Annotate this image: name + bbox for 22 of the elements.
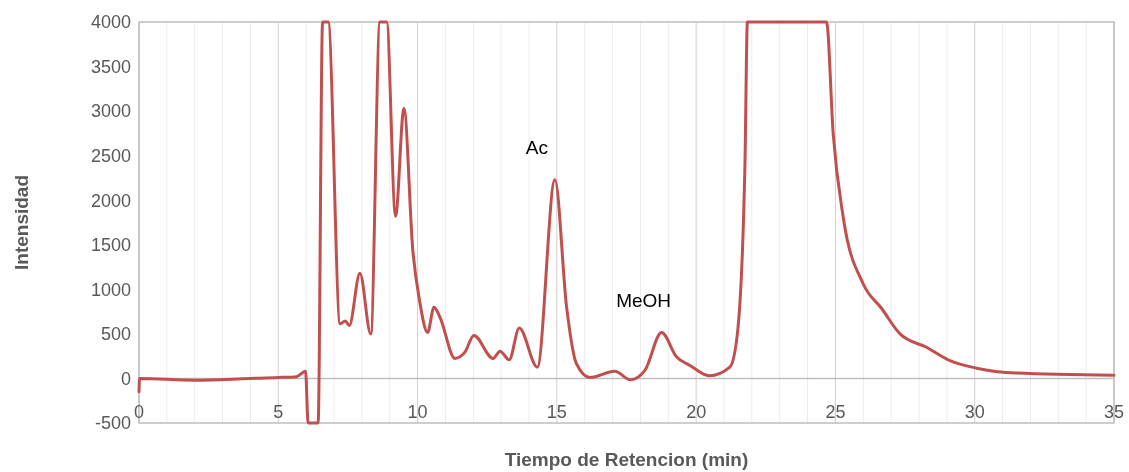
x-tick-label: 20 [686,402,707,423]
x-tick-label: 15 [546,402,567,423]
y-tick-label: 1000 [90,279,131,300]
y-tick-label: 0 [120,368,131,389]
y-tick-label: 3500 [90,56,131,77]
annotation: Ac [525,136,548,158]
x-axis-title: Tiempo de Retencion (min) [504,449,749,470]
y-axis-title: Intensidad [11,174,32,271]
x-tick-label: 5 [273,402,284,423]
x-tick-label: 30 [964,402,985,423]
y-tick-label: 1500 [90,235,131,256]
x-tick-label: 0 [133,402,145,423]
y-tick-label: 2000 [90,190,131,211]
y-tick-label: 500 [100,324,131,345]
y-tick-label: 3000 [90,101,131,122]
x-tick-label: 10 [407,402,428,423]
x-tick-label: 35 [1103,402,1125,423]
y-tick-label: 4000 [90,12,131,33]
y-tick-label: -500 [94,413,131,434]
x-tick-label: 25 [825,402,846,423]
annotation: MeOH [616,289,672,311]
y-tick-label: 2500 [90,145,131,166]
